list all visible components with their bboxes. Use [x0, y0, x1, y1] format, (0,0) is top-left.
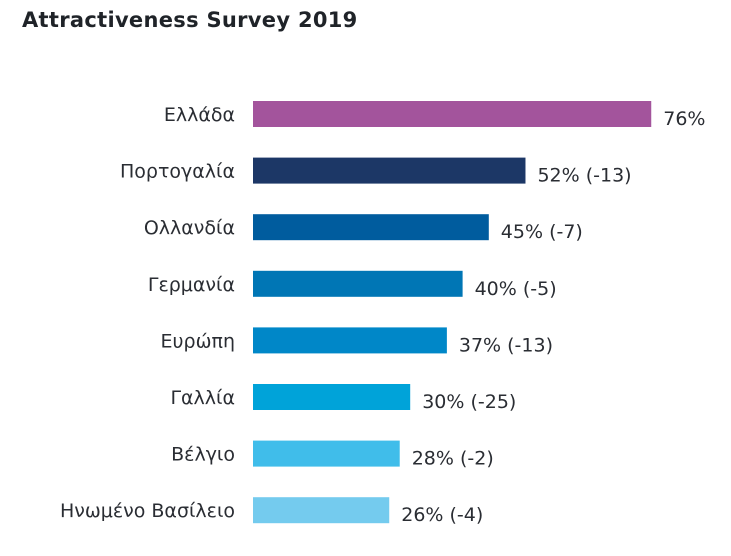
data-label: 30% (-25) — [422, 391, 516, 413]
data-label: 26% (-4) — [401, 504, 483, 526]
bar — [253, 497, 390, 524]
data-label: 40% (-5) — [475, 278, 557, 300]
chart-title: Attractiveness Survey 2019 — [22, 8, 358, 32]
category-label: Ευρώπη — [161, 330, 235, 352]
bar — [253, 214, 489, 241]
data-label: 45% (-7) — [501, 221, 583, 243]
bar — [253, 270, 463, 297]
category-label: Βέλγιο — [171, 444, 235, 466]
category-label: Ελλάδα — [164, 104, 235, 126]
category-label: Ηνωμένο Βασίλειο — [60, 500, 235, 522]
data-label: 37% (-13) — [459, 334, 553, 356]
bar — [253, 384, 411, 410]
data-label: 52% (-13) — [537, 165, 631, 187]
bar — [253, 327, 447, 354]
category-label: Γαλλία — [170, 387, 235, 409]
category-label: Πορτογαλία — [120, 161, 235, 183]
bar — [253, 440, 400, 467]
category-label: Γερμανία — [148, 274, 235, 296]
bar — [253, 101, 652, 127]
data-label: 76% — [663, 108, 705, 130]
data-label: 28% (-2) — [412, 448, 494, 470]
category-label: Ολλανδία — [144, 217, 235, 239]
bar — [253, 157, 526, 184]
